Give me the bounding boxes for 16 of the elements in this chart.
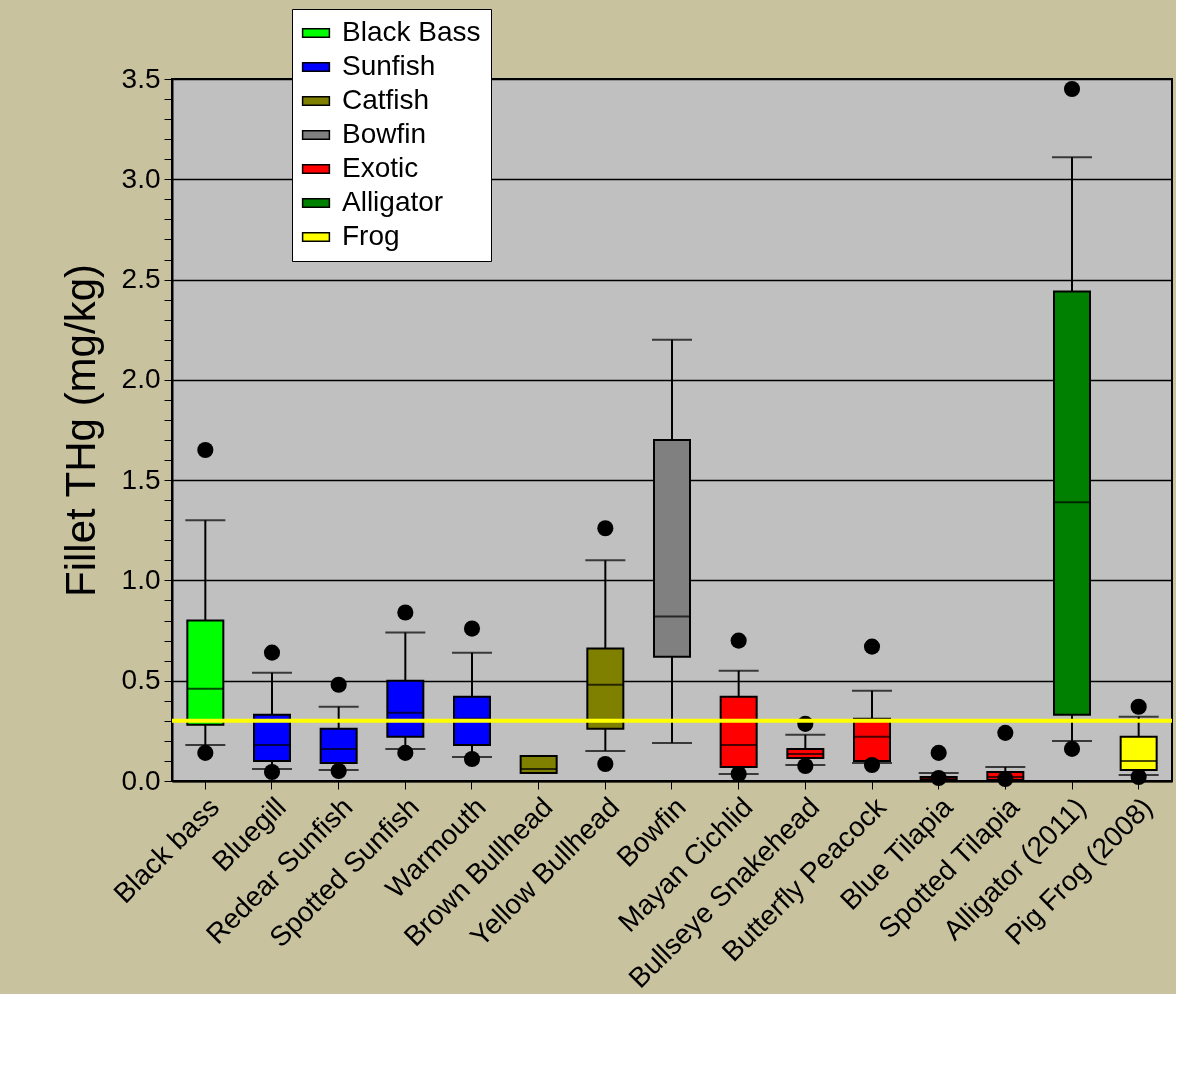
y-tick-label: 0.0 bbox=[121, 764, 161, 796]
legend-label: Catfish bbox=[342, 84, 430, 115]
y-tick-label: 3.0 bbox=[121, 162, 161, 194]
legend-label: Black Bass bbox=[342, 16, 481, 47]
legend-label: Exotic bbox=[342, 152, 419, 183]
legend-label: Alligator bbox=[342, 186, 444, 217]
y-tick-label: 0.5 bbox=[121, 664, 161, 696]
y-tick-label: 1.0 bbox=[121, 563, 161, 595]
legend-label: Frog bbox=[342, 220, 400, 251]
y-tick-label: 1.5 bbox=[121, 463, 161, 495]
legend-label: Bowfin bbox=[342, 118, 427, 149]
legend-label: Sunfish bbox=[342, 50, 436, 81]
y-tick-label: 3.5 bbox=[121, 62, 161, 94]
y-tick-label: 2.5 bbox=[121, 263, 161, 295]
y-axis-title: Fillet THg (mg/kg) bbox=[56, 264, 104, 597]
y-tick-label: 2.0 bbox=[121, 363, 161, 395]
